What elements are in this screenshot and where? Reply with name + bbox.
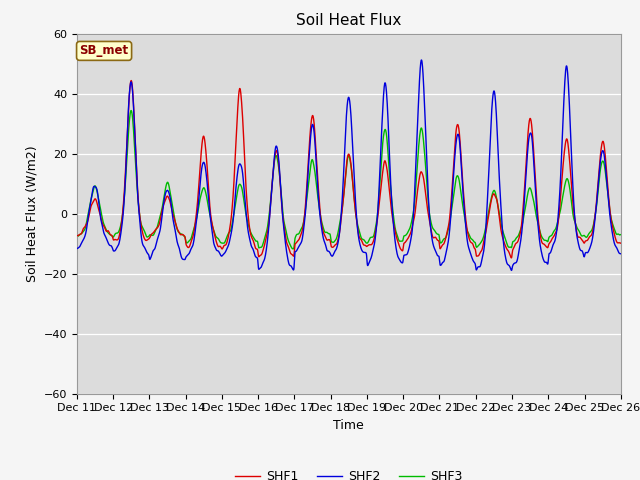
SHF2 xyxy=(365,262,372,267)
SHF2 xyxy=(225,242,232,248)
SHF3 xyxy=(377,168,385,174)
SHF2 xyxy=(570,190,577,195)
SHF3 xyxy=(570,213,577,218)
SHF3 xyxy=(584,232,592,238)
SHF2 xyxy=(508,267,515,273)
SHF3 xyxy=(127,108,135,113)
SHF3 xyxy=(508,245,515,251)
SHF1 xyxy=(376,190,384,196)
SHF1 xyxy=(225,232,232,238)
Legend: SHF1, SHF2, SHF3: SHF1, SHF2, SHF3 xyxy=(230,465,468,480)
Line: SHF3: SHF3 xyxy=(77,110,621,249)
SHF2 xyxy=(418,57,426,63)
SHF1 xyxy=(127,78,135,84)
Title: Soil Heat Flux: Soil Heat Flux xyxy=(296,13,401,28)
X-axis label: Time: Time xyxy=(333,419,364,432)
SHF2 xyxy=(617,251,625,257)
Line: SHF2: SHF2 xyxy=(77,60,621,270)
SHF1 xyxy=(570,203,577,209)
SHF3 xyxy=(73,234,81,240)
SHF3 xyxy=(617,232,625,238)
SHF3 xyxy=(365,238,372,243)
SHF1 xyxy=(73,233,81,239)
Text: SB_met: SB_met xyxy=(79,44,129,58)
SHF1 xyxy=(617,240,625,246)
SHF3 xyxy=(225,230,232,236)
SHF2 xyxy=(73,246,81,252)
SHF1 xyxy=(365,242,372,248)
SHF1 xyxy=(584,236,592,242)
SHF2 xyxy=(376,161,384,167)
SHF2 xyxy=(507,266,515,272)
Line: SHF1: SHF1 xyxy=(77,81,621,258)
SHF3 xyxy=(289,246,297,252)
SHF1 xyxy=(508,255,515,261)
Y-axis label: Soil Heat Flux (W/m2): Soil Heat Flux (W/m2) xyxy=(25,145,38,282)
SHF2 xyxy=(584,249,592,254)
SHF1 xyxy=(507,254,515,260)
